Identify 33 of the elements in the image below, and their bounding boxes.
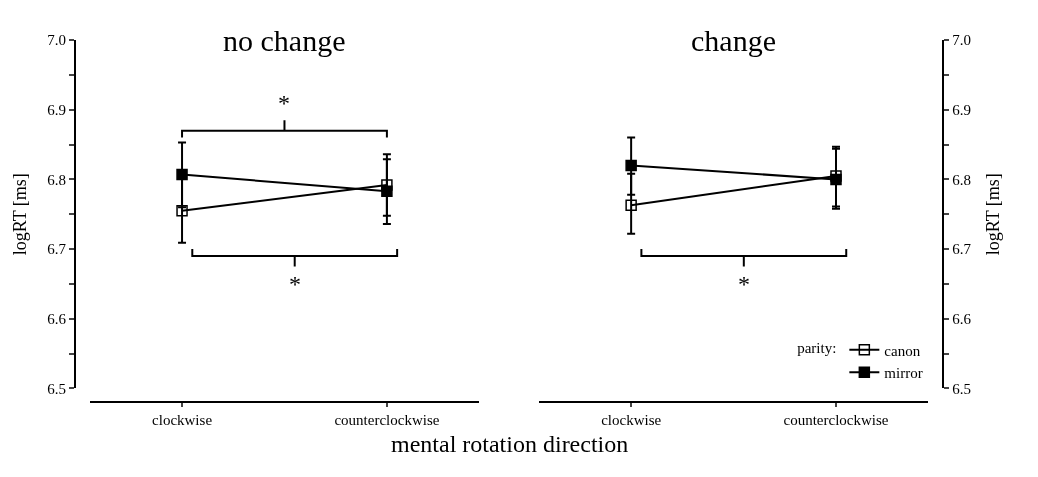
y-axis-title: logRT [ms] [9,173,30,256]
annotation: * [738,271,750,297]
y-tick-label: 6.6 [47,311,67,328]
y-tick-label: 6.7 [952,241,972,258]
point [625,199,637,211]
y-tick-label: 6.8 [47,171,66,188]
x-tick-label: clockwise [601,411,662,428]
x-tick-label: counterclockwise [783,411,889,428]
y-tick-label: 6.5 [47,380,66,397]
chart-title: no change [223,24,346,57]
legend-label: mirror [884,365,923,382]
legend-title: parity: [797,339,837,356]
y-tick-label: 6.7 [47,241,67,258]
point [176,168,188,181]
point [381,185,393,197]
chart-title: change [691,24,776,57]
y-tick-label: 6.9 [952,101,971,118]
point [176,205,188,217]
y-tick-label: 6.9 [47,101,66,118]
point [830,173,842,186]
y-axis-title: logRT [ms] [983,173,1003,256]
text: 7.0 [952,32,971,49]
text: 7.0 [47,32,66,49]
annotation: * [289,271,301,297]
y-tick-label: 6.5 [952,380,971,397]
y-tick-label: 6.6 [952,311,972,328]
x-tick-label: clockwise [152,411,213,428]
point [625,159,637,172]
annotation: * [278,90,290,116]
x-axis-title: mental rotation direction [391,431,629,457]
x-tick-label: counterclockwise [334,411,440,428]
legend-label: canon [884,342,921,359]
y-tick-label: 6.8 [952,171,971,188]
